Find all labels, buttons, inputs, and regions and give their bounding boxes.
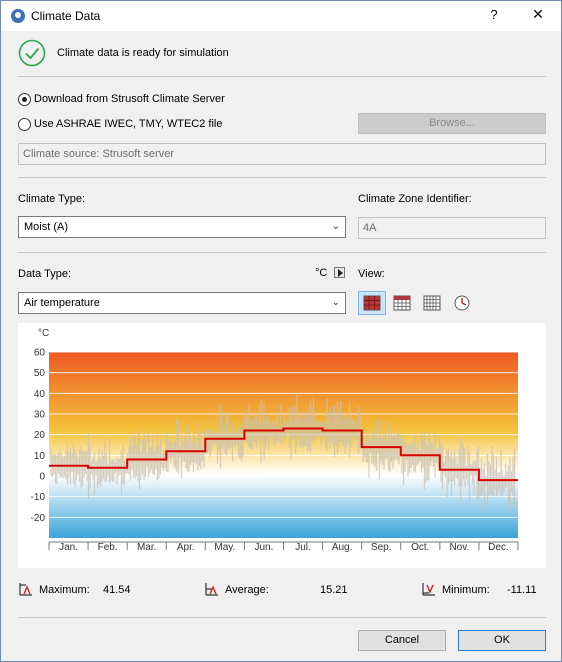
hourly-view-icon [423, 295, 441, 311]
average-label: Average: [225, 584, 269, 596]
y-tick-label: -20 [31, 513, 46, 524]
divider [18, 252, 546, 253]
x-tick-label: Jun. [255, 542, 274, 553]
clock-view-button[interactable] [448, 291, 476, 315]
monthly-view-icon [363, 295, 381, 311]
download-radio[interactable] [18, 93, 31, 106]
x-tick-label: Sep. [371, 542, 392, 553]
x-tick-label: Mar. [137, 542, 156, 553]
y-axis-unit-label: °C [38, 328, 49, 339]
x-tick-label: Dec. [488, 542, 509, 553]
climate-zone-label: Climate Zone Identifier: [358, 193, 472, 205]
chevron-down-icon: ⌄ [331, 297, 340, 308]
y-tick-label: 30 [34, 410, 46, 421]
average-icon [205, 583, 218, 596]
climate-source-field: Climate source: Strusoft server [18, 143, 546, 165]
climate-zone-field: 4A [358, 217, 546, 239]
minimum-value: -11.11 [507, 584, 537, 596]
x-tick-label: Feb. [98, 542, 118, 553]
daily-view-icon [393, 295, 411, 311]
climate-type-label: Climate Type: [18, 193, 86, 205]
chevron-down-icon: ⌄ [331, 221, 340, 232]
y-tick-label: 10 [34, 451, 46, 462]
y-tick-label: 60 [34, 348, 46, 359]
daily-view-button[interactable] [388, 291, 416, 315]
window-title: Climate Data [31, 9, 101, 23]
file-radio-label: Use ASHRAE IWEC, TMY, WTEC2 file [34, 118, 223, 130]
ok-button[interactable]: OK [458, 630, 546, 651]
y-tick-label: 0 [39, 472, 45, 483]
x-tick-label: May. [214, 542, 235, 553]
data-type-label: Data Type: [18, 268, 71, 280]
check-circle-icon [18, 39, 46, 67]
maximum-value: 41.54 [103, 584, 131, 596]
x-tick-label: Apr. [177, 542, 195, 553]
hourly-view-button[interactable] [418, 291, 446, 315]
y-tick-label: 40 [34, 389, 46, 400]
temperature-chart-svg: 60 50 40 30 20 10 0 -10 -20 Jan. Feb. Mar. Apr. May.… [31, 328, 519, 553]
close-button[interactable]: ✕ [532, 6, 544, 22]
view-label: View: [358, 268, 385, 280]
unit-toggle-button[interactable] [334, 267, 345, 278]
maximum-icon [19, 583, 32, 596]
data-type-select[interactable]: Air temperature ⌄ [18, 292, 346, 314]
file-radio[interactable] [18, 118, 31, 131]
y-tick-label: 50 [34, 368, 46, 379]
y-tick-label: -10 [31, 492, 46, 503]
maximum-label: Maximum: [39, 584, 90, 596]
divider [18, 617, 546, 618]
average-value: 15.21 [320, 584, 348, 596]
x-tick-label: Jul. [295, 542, 311, 553]
status-message: Climate data is ready for simulation [57, 47, 229, 59]
chart-plot-area [49, 352, 518, 538]
help-button[interactable]: ? [490, 7, 498, 22]
cancel-button[interactable]: Cancel [358, 630, 446, 651]
unit-label: °C [315, 267, 328, 279]
divider [18, 76, 546, 77]
x-tick-label: Aug. [332, 542, 353, 553]
climate-type-select[interactable]: Moist (A) ⌄ [18, 216, 346, 238]
x-tick-label: Nov. [449, 542, 469, 553]
monthly-view-button[interactable] [358, 291, 386, 315]
app-icon [11, 9, 25, 23]
minimum-label: Minimum: [442, 584, 490, 596]
monthly-average-line [49, 427, 518, 482]
clock-view-icon [454, 295, 470, 311]
title-bar: Climate Data ? ✕ [1, 1, 561, 31]
climate-type-value: Moist (A) [24, 221, 68, 233]
divider [18, 177, 546, 178]
y-tick-label: 20 [34, 430, 46, 441]
data-type-value: Air temperature [24, 297, 100, 309]
x-tick-label: Oct. [411, 542, 429, 553]
browse-button[interactable]: Browse... [358, 113, 546, 134]
temperature-chart: 60 50 40 30 20 10 0 -10 -20 Jan. Feb. Mar. Apr. May.… [18, 323, 546, 568]
download-radio-label: Download from Strusoft Climate Server [34, 93, 225, 105]
minimum-icon [422, 583, 435, 596]
x-tick-label: Jan. [59, 542, 78, 553]
